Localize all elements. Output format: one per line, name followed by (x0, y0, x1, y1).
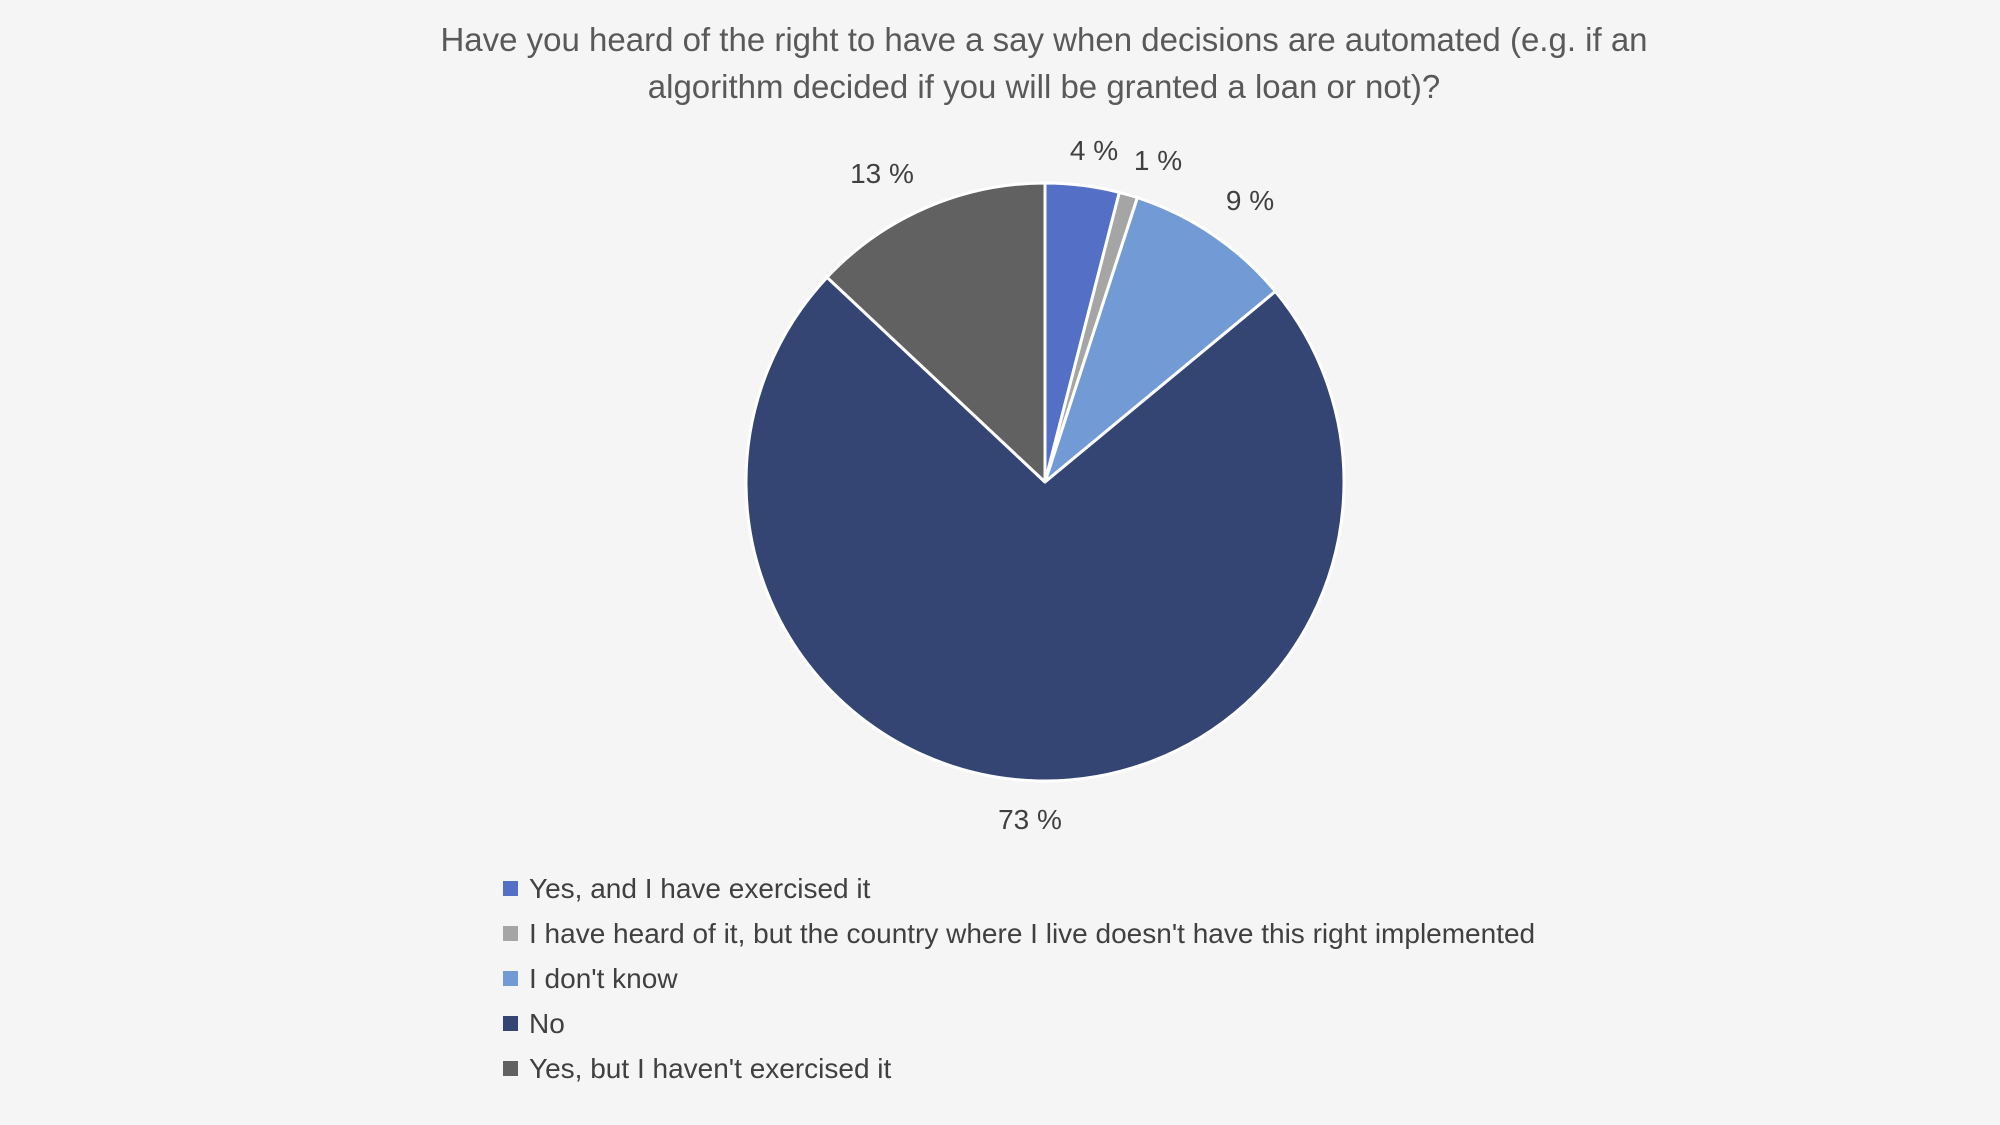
legend-label: No (529, 1007, 565, 1039)
legend-label: I have heard of it, but the country wher… (529, 917, 1536, 949)
data-label-dont-know: 9 % (1226, 185, 1274, 216)
chart-title: Have you heard of the right to have a sa… (300, 16, 1788, 110)
data-label-no: 73 % (998, 804, 1062, 835)
legend-label: Yes, and I have exercised it (529, 872, 871, 904)
data-label-heard-not-implemented: 1 % (1134, 145, 1182, 176)
chart-title-line-2: algorithm decided if you will be granted… (647, 68, 1441, 105)
legend-swatch (503, 971, 518, 986)
legend-swatch (503, 926, 518, 941)
legend-label: Yes, but I haven't exercised it (529, 1052, 892, 1084)
pie-slice-4 (825, 181, 1047, 484)
pie-slice-3 (744, 275, 1346, 783)
legend-swatch (503, 881, 518, 896)
data-label-yes-exercised: 4 % (1070, 135, 1118, 166)
legend-swatch (503, 1016, 518, 1031)
legend-swatch (503, 1061, 518, 1076)
data-label-yes-not-exercised: 13 % (850, 158, 914, 189)
legend-item-heard-not-implemented: I have heard of it, but the country wher… (503, 911, 1535, 956)
legend-item-yes-not-exercised: Yes, but I haven't exercised it (503, 1046, 1535, 1091)
pie-slice-2 (1043, 196, 1277, 484)
legend-item-no: No (503, 1001, 1535, 1046)
legend-item-dont-know: I don't know (503, 956, 1535, 1001)
legend-label: I don't know (529, 962, 678, 994)
chart-title-line-1: Have you heard of the right to have a sa… (440, 21, 1648, 58)
pie-data-labels: 4 % 1 % 9 % 73 % 13 % (850, 135, 1274, 835)
legend-item-yes-exercised: Yes, and I have exercised it (503, 866, 1535, 911)
pie-slices (744, 181, 1346, 783)
chart-legend: Yes, and I have exercised it I have hear… (503, 866, 1535, 1091)
